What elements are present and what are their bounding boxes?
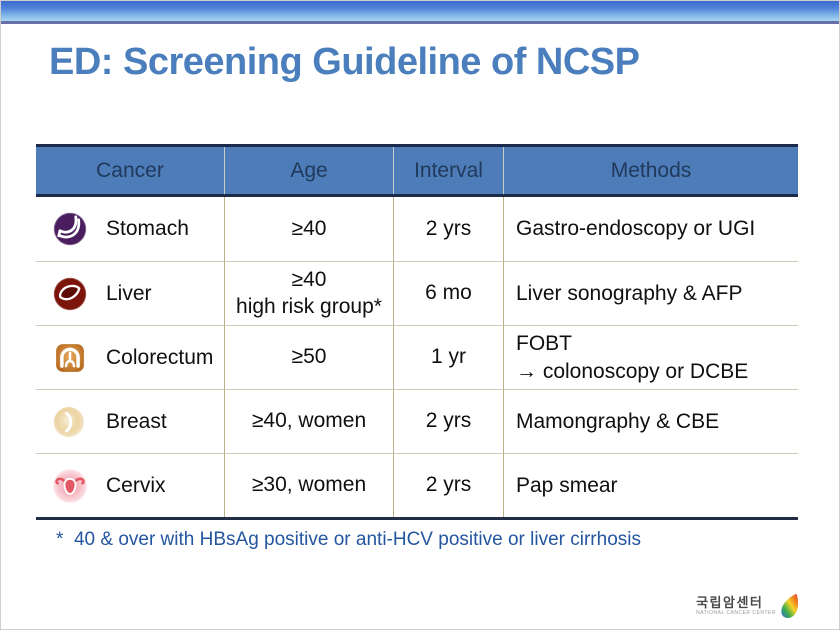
table-row-stomach-age-cell: ≥40 <box>224 197 393 261</box>
header-methods: Methods <box>503 147 798 194</box>
table-row-stomach-cancer-cell: Stomach <box>36 197 224 261</box>
header-interval: Interval <box>393 147 503 194</box>
footnote: * 40 & over with HBsAg positive or anti-… <box>56 529 641 550</box>
table-row-stomach-interval-cell: 2 yrs <box>393 197 503 261</box>
ncc-logo-text: 국립암센터 NATIONAL CANCER CENTER <box>696 596 776 616</box>
cancer-label: Stomach <box>106 217 189 240</box>
table-row-colorectum-cancer-cell: Colorectum <box>36 325 224 389</box>
cancer-label: Colorectum <box>106 345 214 369</box>
table-row-liver-cancer-cell: Liver <box>36 261 224 325</box>
table-row-breast-age-cell: ≥40, women <box>224 389 393 453</box>
screening-table: Cancer Age Interval Methods Stomach ≥40 … <box>36 144 798 520</box>
table-row-breast-interval-cell: 2 yrs <box>393 389 503 453</box>
breast-icon <box>53 406 84 437</box>
table-row-stomach-methods-cell: Gastro-endoscopy or UGI <box>503 197 798 261</box>
table-row-liver-interval-cell: 6 mo <box>393 261 503 325</box>
liver-icon <box>52 276 88 311</box>
table-row-cervix-age-cell: ≥30, women <box>224 453 393 517</box>
header-age: Age <box>224 147 393 194</box>
cervix-icon <box>53 468 87 503</box>
table-row-liver-methods-cell: Liver sonography & AFP <box>503 261 798 325</box>
page-title: ED: Screening Guideline of NCSP <box>49 41 640 83</box>
ncc-logo: 국립암센터 NATIONAL CANCER CENTER <box>696 593 799 619</box>
table-row-cervix-methods-cell: Pap smear <box>503 453 798 517</box>
stomach-icon <box>52 211 88 247</box>
ncc-logo-english: NATIONAL CANCER CENTER <box>696 610 776 616</box>
table-row-colorectum-methods-cell: FOBT → colonoscopy or DCBE <box>503 325 798 389</box>
cancer-label: Cervix <box>106 473 166 497</box>
table-row-breast-cancer-cell: Breast <box>36 389 224 453</box>
top-gradient-bar <box>1 1 839 21</box>
table-row-colorectum-interval-cell: 1 yr <box>393 325 503 389</box>
table-row-colorectum-age-cell: ≥50 <box>224 325 393 389</box>
table-row-cervix-interval-cell: 2 yrs <box>393 453 503 517</box>
ncc-leaf-icon <box>781 593 799 618</box>
ncc-logo-korean: 국립암센터 <box>696 595 764 610</box>
table-body: Stomach ≥40 2 yrs Gastro-endoscopy or UG… <box>36 197 798 520</box>
header-cancer: Cancer <box>96 158 164 182</box>
table-row-breast-methods-cell: Mamongraphy & CBE <box>503 389 798 453</box>
table-row-cervix-cancer-cell: Cervix <box>36 453 224 517</box>
cancer-label: Liver <box>106 281 152 305</box>
top-accent-line <box>1 21 839 24</box>
table-row-liver-age-cell: ≥40 high risk group* <box>224 261 393 325</box>
cancer-label: Breast <box>106 409 167 433</box>
colorectum-icon <box>56 343 84 372</box>
table-header-row: Cancer Age Interval Methods <box>36 144 798 197</box>
